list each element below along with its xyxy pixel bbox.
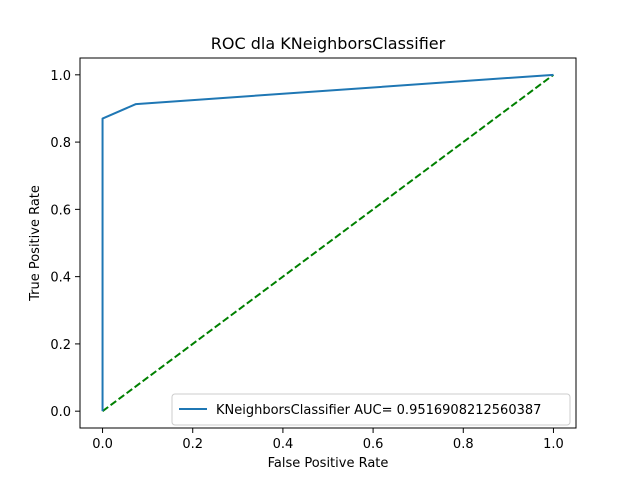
y-tick-label: 1.0 (50, 69, 71, 84)
legend: KNeighborsClassifier AUC= 0.951690821256… (171, 393, 571, 426)
legend-entry-knn: KNeighborsClassifier AUC= 0.951690821256… (216, 403, 541, 418)
axes-frame (79, 57, 577, 429)
x-tick-label: 0.2 (182, 437, 203, 452)
legend-box (171, 393, 571, 426)
y-tick-label: 0.6 (50, 203, 71, 218)
y-tick-label: 0.2 (50, 338, 71, 353)
y-axis-label: True Positive Rate (28, 185, 43, 302)
plot-area (101, 73, 555, 412)
y-tick-label: 0.4 (50, 271, 71, 286)
x-tick-label: 1.0 (543, 437, 564, 452)
x-tick-label: 0.4 (273, 437, 294, 452)
axis-ticks: 0.0 0.2 0.4 0.6 0.8 1.0 0.0 0.2 0.4 0.6 0.8 1.0 (50, 69, 563, 452)
y-tick-label: 0.0 (50, 405, 71, 420)
x-tick-label: 0.6 (363, 437, 384, 452)
chart-title: ROC dla KNeighborsClassifier (211, 34, 446, 53)
x-tick-label: 0.8 (453, 437, 474, 452)
y-tick-label: 0.8 (50, 136, 71, 151)
x-tick-label: 0.0 (92, 437, 113, 452)
series-roc-line (101, 73, 554, 412)
series-chance-line (101, 74, 555, 412)
x-axis-label: False Positive Rate (268, 456, 389, 471)
